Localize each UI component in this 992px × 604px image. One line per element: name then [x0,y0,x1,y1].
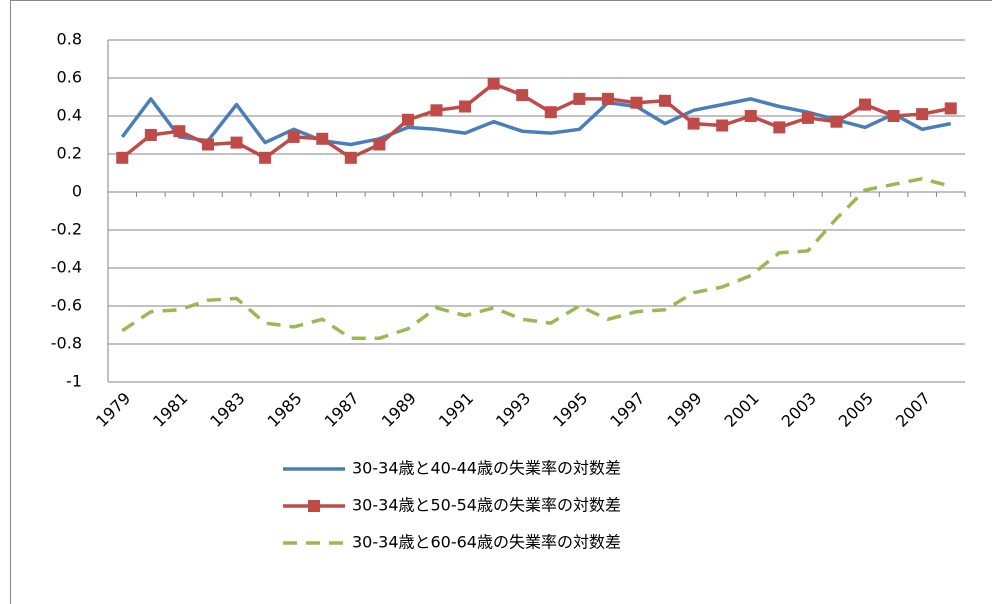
series-marker [887,110,900,122]
y-tick-label: 0 [72,182,82,201]
x-tick-label: 1981 [149,389,191,431]
x-tick-label: 2001 [721,389,763,431]
x-tick-label: 2007 [892,389,934,431]
series-marker [773,121,786,134]
y-tick-label: -0.4 [51,258,82,277]
y-tick-label: 0.8 [57,30,82,49]
legend-label: 30-34歳と50-54歳の失業率の対数差 [352,496,621,515]
series-marker [401,113,414,126]
series-marker [287,130,300,143]
y-tick-label: -0.8 [51,334,82,353]
series-marker [687,117,700,130]
series-marker [573,92,586,105]
x-tick-label: 1993 [492,389,534,431]
series-marker [916,108,929,121]
x-tick-label: 2003 [778,389,820,431]
y-tick-label: -1 [66,372,82,391]
x-tick-label: 1979 [92,389,134,431]
x-tick-label: 1991 [435,389,477,431]
series-marker [716,119,729,132]
y-tick-label: -0.6 [51,296,82,315]
x-tick-label: 1989 [378,389,420,431]
x-tick-label: 2005 [835,389,877,431]
series-marker [859,98,872,111]
legend-marker [308,500,320,512]
series-marker [801,111,814,124]
series-marker [430,104,443,117]
series-marker [116,151,129,164]
y-tick-label: 0.4 [57,106,82,125]
x-tick-label: 1983 [206,389,248,431]
x-tick-label: 1985 [263,389,305,431]
x-tick-label: 1987 [321,389,363,431]
series-marker [459,100,472,113]
chart-frame [10,0,992,604]
y-tick-label: 0.2 [57,144,82,163]
series-marker [316,132,329,145]
legend-label: 30-34歳と40-44歳の失業率の対数差 [352,459,621,478]
series-marker [659,94,672,107]
series-marker [344,151,357,164]
y-tick-label: 0.6 [57,68,82,87]
x-tick-label: 1999 [663,389,705,431]
series-marker [630,96,643,109]
x-tick-label: 1997 [606,389,648,431]
legend-label: 30-34歳と60-64歳の失業率の対数差 [352,533,621,552]
series-marker [230,136,243,149]
series-marker [144,129,157,141]
x-tick-label: 1995 [549,389,591,431]
series-marker [744,110,757,122]
y-tick-label: -0.2 [51,220,82,239]
series-marker [259,151,272,164]
series-marker [516,89,529,102]
series-marker [544,106,557,119]
series-marker [830,115,843,128]
series-line [121,176,952,341]
series-marker [201,138,214,151]
series-marker [601,92,614,105]
series-marker [173,125,186,138]
series-marker [373,138,386,151]
series-marker [487,77,500,90]
series-marker [944,102,957,115]
